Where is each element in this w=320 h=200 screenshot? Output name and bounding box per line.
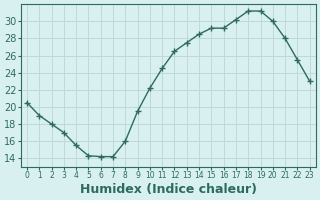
X-axis label: Humidex (Indice chaleur): Humidex (Indice chaleur) — [80, 183, 257, 196]
